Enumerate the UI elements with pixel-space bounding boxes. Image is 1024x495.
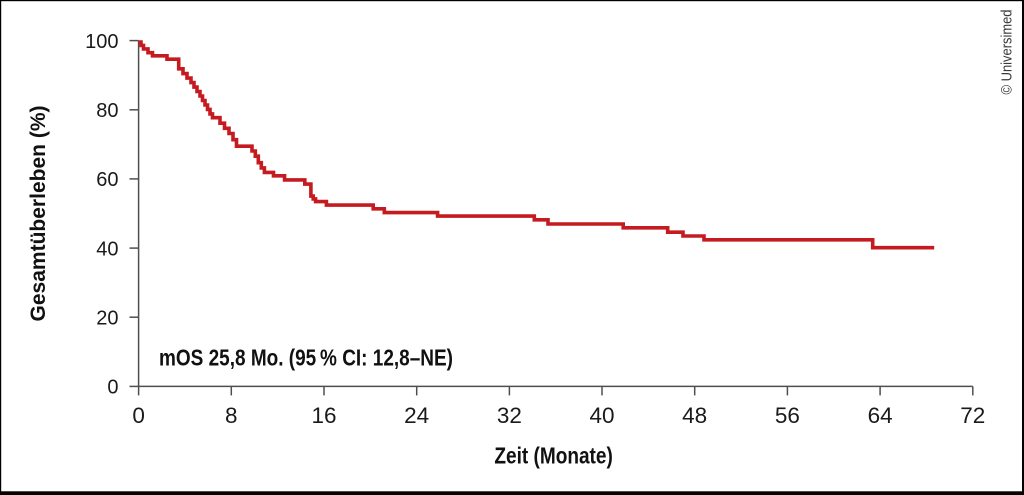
svg-text:8: 8	[225, 403, 238, 428]
svg-text:32: 32	[497, 403, 522, 428]
svg-text:© Universimed: © Universimed	[999, 10, 1016, 95]
svg-text:80: 80	[96, 100, 118, 122]
svg-text:mOS 25,8 Mo. (95 % CI: 12,8–NE: mOS 25,8 Mo. (95 % CI: 12,8–NE)	[159, 345, 453, 371]
svg-text:40: 40	[589, 403, 614, 428]
svg-text:56: 56	[775, 403, 800, 428]
svg-text:48: 48	[682, 403, 707, 428]
svg-text:64: 64	[868, 403, 893, 428]
svg-text:100: 100	[85, 31, 118, 53]
svg-text:24: 24	[404, 403, 429, 428]
svg-text:0: 0	[132, 403, 145, 428]
svg-text:Gesamtüberleben (%): Gesamtüberleben (%)	[26, 106, 50, 322]
svg-text:72: 72	[960, 403, 985, 428]
svg-text:40: 40	[96, 238, 118, 260]
svg-text:Zeit (Monate): Zeit (Monate)	[494, 443, 613, 469]
svg-text:16: 16	[311, 403, 336, 428]
svg-text:20: 20	[96, 307, 118, 329]
svg-text:0: 0	[107, 377, 118, 399]
svg-text:60: 60	[96, 169, 118, 191]
